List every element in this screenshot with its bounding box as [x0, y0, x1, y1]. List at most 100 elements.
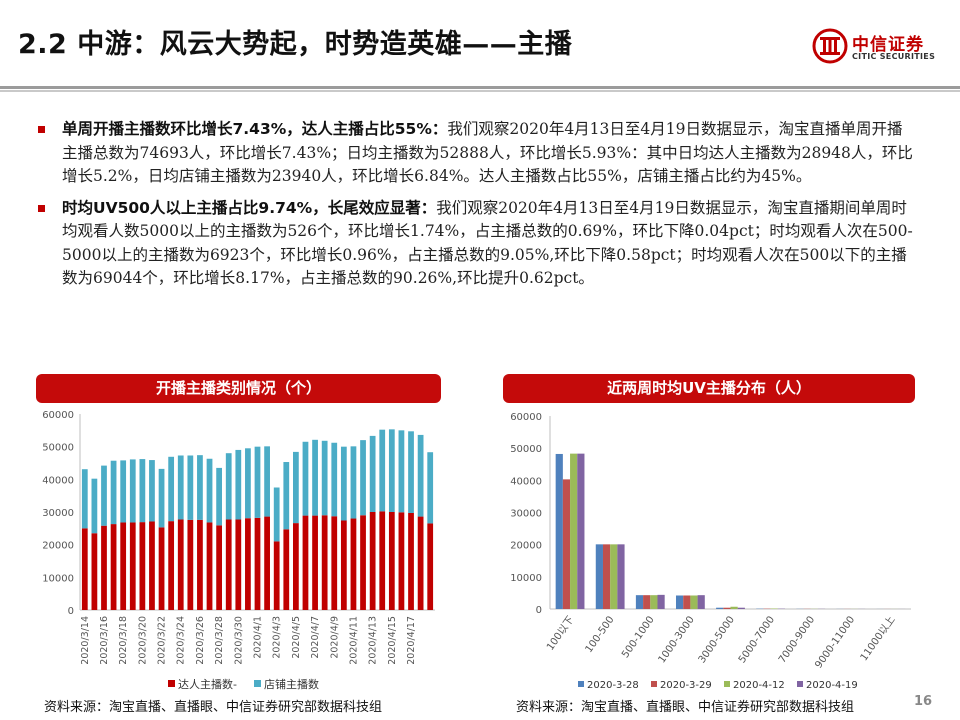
legend-swatch	[724, 681, 730, 687]
bar-segment-talent	[331, 516, 338, 610]
bullet-item: 单周开播主播数环比增长7.43%，达人主播占比55%：我们观察2020年4月13…	[36, 118, 916, 189]
bar	[555, 453, 563, 609]
bar	[730, 606, 738, 609]
bullet-heading: 时均UV500人以上主播占比9.74%，长尾效应显著：	[62, 198, 437, 217]
header-divider	[0, 86, 960, 89]
x-tick-label: 5000-7000	[737, 614, 777, 665]
bar-segment-talent	[216, 525, 222, 610]
bar-segment-store	[225, 453, 232, 520]
bar-segment-talent	[312, 515, 318, 610]
y-tick-label: 20000	[42, 541, 74, 552]
y-tick-label: 40000	[42, 475, 74, 486]
x-tick-label: 1000-3000	[657, 614, 697, 665]
bar-segment-talent	[379, 511, 386, 610]
bar	[697, 595, 705, 609]
bar-segment-talent	[360, 515, 366, 610]
bar-segment-store	[350, 446, 357, 519]
x-tick-label: 9000-11000	[813, 614, 857, 670]
bar	[570, 453, 578, 609]
x-tick-label: 2020/3/18	[118, 616, 129, 665]
bullet-list: 单周开播主播数环比增长7.43%，达人主播占比55%：我们观察2020年4月13…	[36, 118, 916, 299]
bar-segment-talent	[225, 519, 232, 610]
x-tick-label: 2020/4/9	[329, 616, 340, 659]
bar-segment-talent	[206, 522, 213, 610]
legend-swatch	[578, 681, 584, 687]
x-tick-label: 2020/4/5	[291, 616, 302, 659]
y-tick-label: 10000	[42, 573, 74, 584]
bar	[635, 595, 644, 609]
x-tick-label: 500-1000	[620, 614, 657, 660]
bar-segment-talent	[408, 512, 414, 610]
y-tick-label: 30000	[42, 508, 74, 519]
bar-segment-talent	[427, 523, 434, 610]
y-tick-label: 30000	[510, 509, 542, 520]
legend-swatch	[254, 680, 261, 687]
x-tick-label: 2020/4/1	[253, 616, 264, 659]
bar	[577, 453, 585, 609]
bar-segment-talent	[388, 512, 395, 610]
citic-logo: 中信证券 CITIC SECURITIES	[812, 28, 952, 72]
bar-segment-store	[206, 458, 213, 523]
logo-text-en: CITIC SECURITIES	[852, 52, 936, 61]
citic-logo-icon	[812, 28, 848, 64]
bar-segment-talent	[129, 522, 136, 610]
y-tick-label: 60000	[42, 410, 74, 421]
uv-distribution-chart: 0 10000 20000 30000 40000 50000 60000 100以下 100-…	[510, 412, 911, 691]
bar-segment-talent	[350, 518, 357, 610]
bar-segment-talent	[120, 522, 127, 610]
legend-label: 达人主播数-	[178, 677, 237, 691]
bar-segment-store	[168, 456, 175, 522]
slide-title: 2.2 中游：风云大势起，时势造英雄——主播	[18, 29, 573, 60]
bar-segment-store	[129, 459, 136, 523]
bar-segment-talent	[187, 519, 194, 610]
bar	[737, 607, 745, 609]
x-tick-label: 100以下	[545, 614, 576, 652]
bar-segment-store	[235, 449, 242, 520]
bar	[723, 607, 731, 609]
bullet-item: 时均UV500人以上主播占比9.74%，长尾效应显著：我们观察2020年4月13…	[36, 197, 916, 291]
bar-segment-talent	[168, 521, 175, 610]
bar-segment-store	[312, 439, 318, 516]
bar-segment-talent	[235, 519, 242, 610]
bar-segment-store	[254, 446, 261, 518]
x-tick-label: 2020/4/13	[368, 616, 379, 665]
bullet-marker-icon	[38, 126, 45, 133]
x-tick-label: 2020/3/30	[233, 616, 244, 665]
x-tick-label: 2020/3/28	[214, 616, 225, 665]
bar-segment-store	[398, 430, 405, 513]
bar-segment-talent	[273, 541, 280, 610]
bar	[683, 595, 691, 609]
legend-label: 2020-3-29	[660, 680, 712, 691]
bar-segment-talent	[197, 519, 203, 610]
x-tick-label: 3000-5000	[697, 614, 737, 665]
legend-swatch	[168, 680, 175, 687]
x-tick-label: 2020/4/15	[387, 616, 398, 665]
bar	[675, 595, 684, 609]
logo-text-cn: 中信证券	[852, 35, 924, 55]
bar-segment-store	[427, 452, 434, 524]
legend-label: 店铺主播数	[264, 677, 319, 691]
bar-segment-talent	[101, 525, 107, 610]
bar-segment-talent	[398, 512, 405, 610]
bar	[643, 595, 651, 609]
bar-segment-talent	[293, 523, 299, 610]
bar-segment-talent	[340, 520, 347, 610]
bar-segment-store	[321, 440, 328, 516]
bar-segment-talent	[302, 515, 309, 610]
legend-swatch	[651, 681, 657, 687]
bar-segment-store	[408, 431, 414, 513]
x-tick-label: 2020/3/24	[176, 616, 187, 665]
x-tick-label: 2020/4/7	[310, 616, 321, 659]
bar-segment-store	[379, 429, 386, 512]
y-tick-label: 60000	[510, 412, 542, 423]
bar-segment-store	[216, 467, 222, 526]
bar-segment-talent	[283, 529, 290, 610]
bar-segment-store	[197, 455, 203, 520]
bar-segment-talent	[321, 515, 328, 610]
page-number: 16	[914, 694, 933, 709]
y-tick-label: 50000	[510, 444, 542, 455]
x-tick-label: 2020/4/3	[272, 616, 283, 659]
bar-segment-talent	[177, 519, 184, 610]
legend-label: 2020-3-28	[587, 680, 639, 691]
y-tick-label: 40000	[510, 476, 542, 487]
